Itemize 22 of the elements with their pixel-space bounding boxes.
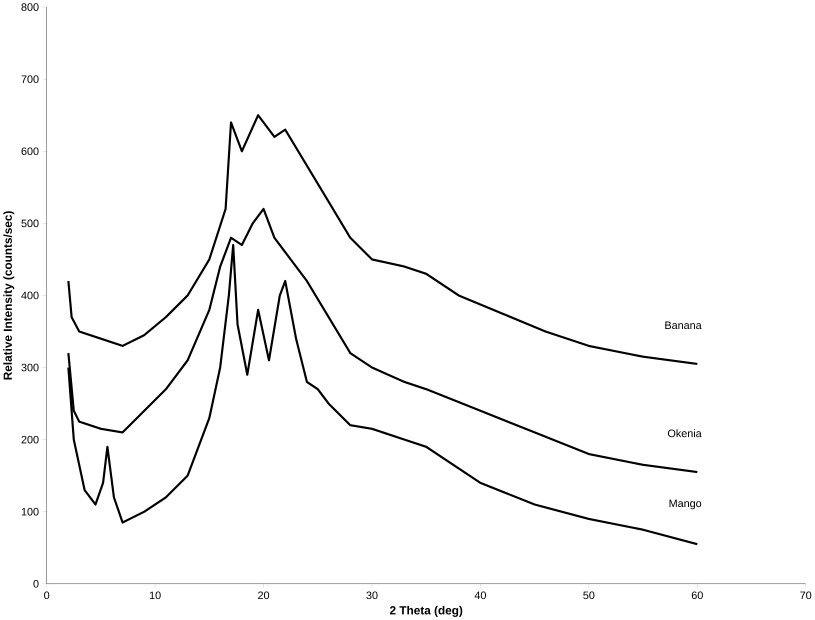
y-tick-label: 200 — [22, 436, 39, 444]
x-tick-label: 20 — [258, 591, 270, 600]
x-tick-label: 40 — [474, 591, 486, 600]
y-tick-label: 400 — [21, 292, 39, 300]
y-tick-label: 800 — [21, 3, 39, 11]
x-tick-label: 0 — [44, 591, 50, 600]
y-tick-label: 0 — [33, 580, 39, 588]
y-tick-label: 300 — [21, 364, 39, 372]
x-tick-label: 10 — [150, 591, 161, 600]
x-axis-title: 2 Theta (deg) — [390, 606, 462, 617]
y-tick-label: 500 — [21, 219, 39, 228]
text: Banana — [665, 321, 702, 329]
x-tick-label: 70 — [800, 591, 812, 600]
x-tick-label: 30 — [366, 591, 378, 600]
y-axis-title: Relative Intensity (counts/sec) — [3, 211, 14, 380]
y-tick-label: 100 — [22, 508, 39, 516]
text: Mango — [670, 500, 702, 510]
text: Okenia — [668, 429, 702, 438]
x-tick-label: 60 — [692, 591, 703, 600]
y-tick-label: 700 — [22, 75, 39, 83]
y-tick-label: 600 — [22, 147, 39, 156]
x-tick-label: 50 — [583, 591, 594, 600]
